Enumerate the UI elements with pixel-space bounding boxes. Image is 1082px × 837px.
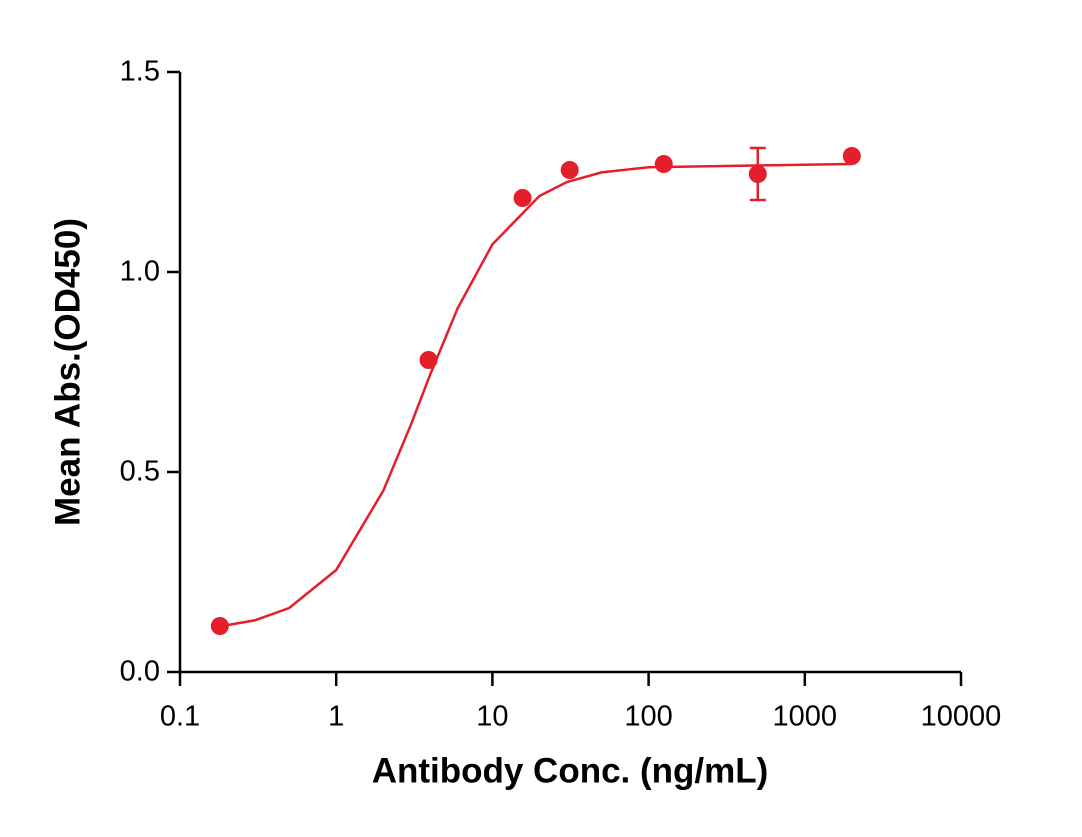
data-point [748,165,767,183]
x-tick-label: 10000 [921,701,1002,733]
data-point [210,617,229,635]
data-point [513,189,532,207]
y-axis-title: Mean Abs.(OD450) [48,218,87,526]
data-point [654,155,673,173]
data-point [560,161,579,179]
x-tick-label: 0.1 [160,701,200,733]
data-point [419,351,438,369]
fit-curve [219,162,852,628]
y-tick-label: 0.5 [120,456,160,488]
y-tick-label: 0.0 [120,656,160,688]
x-axis-title: Antibody Conc. (ng/mL) [372,751,769,790]
x-tick-label: 1 [328,701,344,733]
data-point [842,147,861,165]
y-tick-label: 1.0 [120,256,160,288]
x-tick-label: 100 [624,701,672,733]
x-tick-label: 1000 [773,701,838,733]
x-tick-label: 10 [476,701,508,733]
y-tick-label: 1.5 [120,56,160,88]
